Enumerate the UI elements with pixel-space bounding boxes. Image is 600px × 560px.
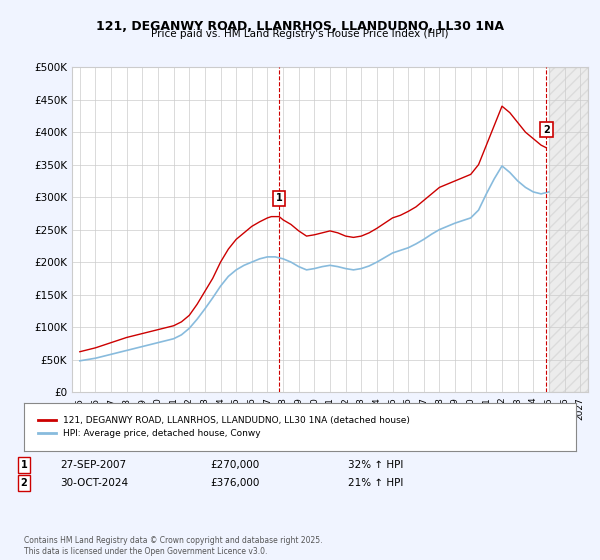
Text: 121, DEGANWY ROAD, LLANRHOS, LLANDUDNO, LL30 1NA: 121, DEGANWY ROAD, LLANRHOS, LLANDUDNO, …	[96, 20, 504, 32]
Text: Price paid vs. HM Land Registry's House Price Index (HPI): Price paid vs. HM Land Registry's House …	[151, 29, 449, 39]
Text: 32% ↑ HPI: 32% ↑ HPI	[348, 460, 403, 470]
Text: 2: 2	[543, 124, 550, 134]
Text: £376,000: £376,000	[210, 478, 259, 488]
Text: 30-OCT-2024: 30-OCT-2024	[60, 478, 128, 488]
Text: £270,000: £270,000	[210, 460, 259, 470]
Legend: 121, DEGANWY ROAD, LLANRHOS, LLANDUDNO, LL30 1NA (detached house), HPI: Average : 121, DEGANWY ROAD, LLANRHOS, LLANDUDNO, …	[34, 413, 413, 441]
Text: 2: 2	[20, 478, 28, 488]
Text: 1: 1	[20, 460, 28, 470]
Text: 21% ↑ HPI: 21% ↑ HPI	[348, 478, 403, 488]
Text: 27-SEP-2007: 27-SEP-2007	[60, 460, 126, 470]
Text: 1: 1	[276, 193, 283, 203]
Bar	[549, 67, 588, 392]
Text: Contains HM Land Registry data © Crown copyright and database right 2025.
This d: Contains HM Land Registry data © Crown c…	[24, 536, 323, 556]
